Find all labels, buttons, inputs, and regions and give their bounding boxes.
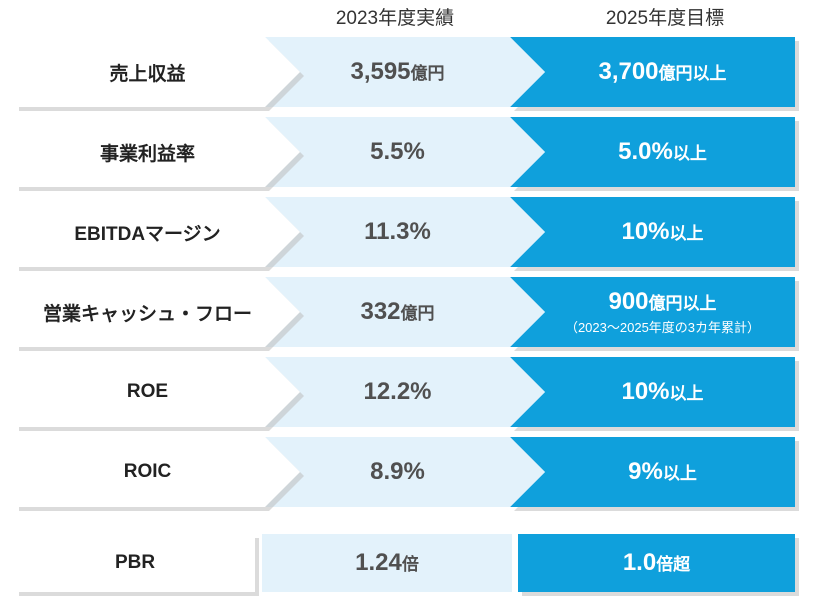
row-label: ROE xyxy=(126,381,169,402)
target-value: 900億円以上 （2023～2025年度の3カ年累計） xyxy=(564,288,761,335)
actual-value: 12.2% xyxy=(363,378,432,405)
kpi-row-roic: ROIC 8.9% 9%以上 xyxy=(0,437,820,511)
row-label: ROIC xyxy=(123,461,172,482)
actual-chevron xyxy=(265,357,545,427)
row-label: PBR xyxy=(114,552,156,573)
label-chevron xyxy=(15,117,300,187)
label-chevron xyxy=(15,37,300,107)
pbr-actual-box xyxy=(262,534,512,592)
actual-chevron xyxy=(265,37,545,107)
target-chevron xyxy=(510,277,795,347)
actual-chevron xyxy=(265,197,545,267)
row-shapes xyxy=(15,117,799,191)
kpi-row-operating-cash-flow: 営業キャッシュ・フロー 332億円 900億円以上 （2023～2025年度の3カ… xyxy=(0,277,820,351)
actual-value: 3,595億円 xyxy=(350,58,445,85)
pbr-label-box xyxy=(15,534,255,592)
row-label: EBITDAマージン xyxy=(74,223,221,245)
row-label: 売上収益 xyxy=(109,63,186,85)
label-chevron xyxy=(15,277,300,347)
target-value: 3,700億円以上 xyxy=(598,58,727,85)
pbr-target-box xyxy=(518,534,795,592)
label-chevron xyxy=(15,437,300,507)
actual-chevron xyxy=(265,117,545,187)
target-value: 5.0%以上 xyxy=(618,138,707,165)
row-label: 営業キャッシュ・フロー xyxy=(42,303,252,325)
actual-value: 1.24倍 xyxy=(355,549,419,576)
actual-value: 5.5% xyxy=(370,138,425,165)
target-chevron xyxy=(510,357,795,427)
pbr-shapes xyxy=(15,534,799,596)
label-chevron xyxy=(15,357,300,427)
target-chevron xyxy=(510,437,795,507)
actual-chevron xyxy=(265,277,545,347)
target-chevron xyxy=(510,117,795,187)
target-value: 10%以上 xyxy=(621,378,704,405)
kpi-row-roe: ROE 12.2% 10%以上 xyxy=(0,357,820,431)
row-shapes xyxy=(15,277,799,351)
actual-value: 332億円 xyxy=(360,298,435,325)
target-note: （2023～2025年度の3カ年累計） xyxy=(564,320,761,335)
actual-value: 8.9% xyxy=(370,458,425,485)
target-chevron xyxy=(510,197,795,267)
kpi-row-revenue: 売上収益 3,595億円 3,700億円以上 xyxy=(0,37,820,111)
row-shapes xyxy=(15,437,799,511)
target-value: 1.0倍超 xyxy=(622,549,691,576)
actual-chevron xyxy=(265,437,545,507)
kpi-row-pbr: PBR 1.24倍 1.0倍超 xyxy=(0,534,820,596)
row-shapes xyxy=(15,197,799,271)
header-2023-actual: 2023年度実績 xyxy=(335,8,455,29)
target-value: 10%以上 xyxy=(621,218,704,245)
kpi-row-ebitda-margin: EBITDAマージン 11.3% 10%以上 xyxy=(0,197,820,271)
label-chevron xyxy=(15,197,300,267)
row-label: 事業利益率 xyxy=(99,143,195,165)
actual-value: 11.3% xyxy=(364,218,431,245)
target-value: 9%以上 xyxy=(628,458,697,485)
row-shapes xyxy=(15,37,799,111)
target-chevron xyxy=(510,37,795,107)
header-2025-target: 2025年度目標 xyxy=(605,8,725,29)
row-shapes xyxy=(15,357,799,431)
kpi-row-operating-margin: 事業利益率 5.5% 5.0%以上 xyxy=(0,117,820,191)
